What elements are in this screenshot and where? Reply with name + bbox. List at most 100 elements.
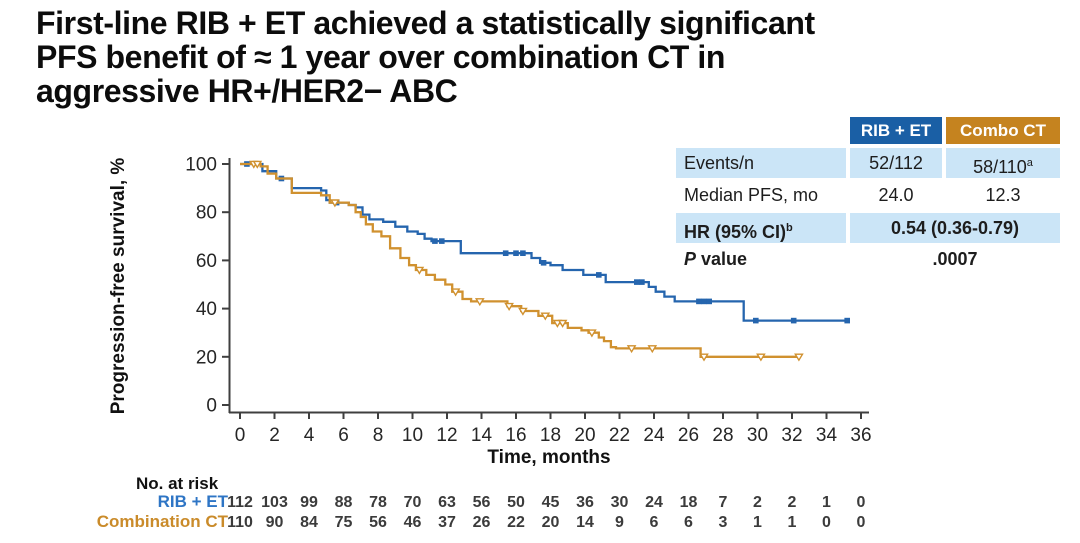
x-tick-label: 28 xyxy=(712,425,733,446)
slide-title: First-line RIB + ET achieved a statistic… xyxy=(36,6,1066,108)
risk-value: 84 xyxy=(300,514,318,531)
risk-value: 6 xyxy=(650,514,659,531)
x-tick-label: 16 xyxy=(505,425,526,446)
censor-mark-triangle xyxy=(252,160,263,169)
x-tick-label: 14 xyxy=(471,425,493,446)
risk-value: 7 xyxy=(719,494,728,511)
risk-value: 24 xyxy=(645,494,663,511)
censor-mark-triangle xyxy=(587,329,597,338)
censor-mark-triangle xyxy=(756,353,766,362)
censor-mark-square xyxy=(706,298,712,305)
risk-value: 6 xyxy=(684,514,693,531)
stats-events-combo: 58/110a xyxy=(946,148,1060,178)
censor-mark-square xyxy=(696,298,702,305)
x-tick-label: 36 xyxy=(850,425,871,446)
stats-events-label: Events/n xyxy=(676,148,846,178)
x-tick-label: 4 xyxy=(304,425,315,446)
censor-mark-square xyxy=(502,250,509,256)
risk-value: 78 xyxy=(369,494,387,511)
stats-header-combo: Combo CT xyxy=(946,117,1060,144)
risk-row-label: RIB + ET xyxy=(158,492,229,511)
x-tick-label: 32 xyxy=(781,425,802,446)
risk-value: 0 xyxy=(822,514,831,531)
risk-value: 37 xyxy=(438,514,456,531)
x-axis-title: Time, months xyxy=(487,447,610,468)
censor-mark-triangle xyxy=(414,266,425,275)
stats-pvalue-rest: value xyxy=(696,249,748,269)
x-tick-label: 20 xyxy=(574,425,595,446)
risk-value: 112 xyxy=(227,494,253,511)
x-tick-label: 24 xyxy=(643,425,665,446)
risk-value: 45 xyxy=(542,494,560,511)
stats-events-rib: 52/112 xyxy=(850,148,942,178)
risk-value: 75 xyxy=(335,514,353,531)
risk-value: 103 xyxy=(261,494,288,511)
censor-mark-square xyxy=(513,250,519,256)
censor-mark-square xyxy=(639,279,645,285)
y-tick-label: 40 xyxy=(196,299,217,320)
censor-mark-triangle xyxy=(330,199,340,208)
censor-mark-square xyxy=(520,250,526,256)
stats-pvalue-label: P value xyxy=(676,246,846,273)
risk-value: 110 xyxy=(227,514,253,531)
risk-value: 70 xyxy=(404,494,422,511)
stats-hr-label-text: HR (95% CI) xyxy=(684,222,787,242)
censor-mark-triangle xyxy=(474,298,485,307)
stats-median-rib: 24.0 xyxy=(878,185,914,205)
x-tick-label: 34 xyxy=(816,425,838,446)
risk-value: 56 xyxy=(473,494,491,511)
x-tick-label: 10 xyxy=(402,425,423,446)
risk-value: 1 xyxy=(753,514,762,531)
x-tick-label: 8 xyxy=(373,425,384,446)
risk-value: 56 xyxy=(369,514,387,531)
slide-title-line2: PFS benefit of ≈ 1 year over combination… xyxy=(36,39,726,75)
censor-mark-triangle xyxy=(626,345,637,354)
censor-mark-square xyxy=(753,317,759,324)
x-tick-label: 30 xyxy=(747,425,768,446)
risk-value: 36 xyxy=(576,494,594,511)
censor-mark-square xyxy=(844,317,850,324)
y-tick-label: 60 xyxy=(196,251,217,272)
risk-value: 0 xyxy=(857,514,866,531)
x-tick-label: 6 xyxy=(338,425,349,446)
y-tick-label: 20 xyxy=(196,347,217,368)
stats-hr-footnote: b xyxy=(786,222,793,234)
x-tick-label: 26 xyxy=(678,425,699,446)
risk-value: 3 xyxy=(719,514,728,531)
stats-hr-label: HR (95% CI)b xyxy=(676,213,846,243)
censor-mark-square xyxy=(634,279,640,285)
y-tick-label: 100 xyxy=(185,155,217,176)
risk-value: 88 xyxy=(335,494,353,511)
censor-mark-square xyxy=(439,238,445,244)
risk-value: 22 xyxy=(507,514,525,531)
stats-events-combo-value: 58/110 xyxy=(973,157,1027,177)
censor-mark-square xyxy=(790,317,797,324)
x-tick-label: 12 xyxy=(436,425,457,446)
stats-hr-value: 0.54 (0.36-0.79) xyxy=(850,213,1060,243)
risk-value: 30 xyxy=(611,494,629,511)
censor-mark-square xyxy=(432,238,438,244)
x-tick-label: 18 xyxy=(540,425,561,446)
risk-table-title: No. at risk xyxy=(136,474,219,493)
censor-mark-triangle xyxy=(540,312,551,321)
risk-value: 63 xyxy=(438,494,456,511)
x-tick-label: 2 xyxy=(269,425,280,446)
risk-value: 26 xyxy=(473,514,491,531)
risk-value: 0 xyxy=(857,494,866,511)
x-tick-label: 0 xyxy=(235,425,246,446)
censor-mark-triangle xyxy=(557,319,568,328)
stats-header-rib: RIB + ET xyxy=(850,117,942,144)
stats-median-label: Median PFS, mo xyxy=(684,185,819,205)
risk-row-label: Combination CT xyxy=(97,512,229,531)
stats-table: RIB + ET Combo CT Events/n 52/112 58/110… xyxy=(676,117,1060,275)
censor-mark-triangle xyxy=(794,353,804,362)
risk-value: 1 xyxy=(822,494,831,511)
risk-value: 2 xyxy=(788,494,797,511)
risk-value: 18 xyxy=(680,494,698,511)
risk-value: 2 xyxy=(753,494,762,511)
risk-value: 14 xyxy=(576,514,594,531)
censor-mark-triangle xyxy=(647,345,658,354)
censor-mark-triangle xyxy=(699,353,709,362)
